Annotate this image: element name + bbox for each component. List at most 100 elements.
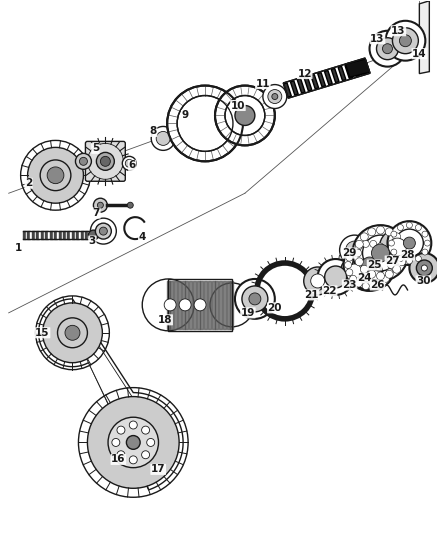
Text: 17: 17 [151,464,166,474]
Circle shape [360,265,368,273]
Circle shape [210,283,254,327]
Circle shape [386,269,393,276]
Circle shape [346,241,364,259]
Text: 3: 3 [89,236,96,246]
Circle shape [108,417,159,467]
Circle shape [371,244,389,262]
Polygon shape [290,81,298,95]
Circle shape [353,225,408,281]
Polygon shape [331,68,339,83]
Circle shape [415,256,421,262]
Circle shape [40,160,71,191]
Circle shape [397,256,403,262]
Circle shape [422,231,428,237]
Circle shape [392,28,418,54]
Circle shape [122,156,136,171]
Text: 20: 20 [268,303,282,313]
Circle shape [415,224,421,231]
Text: 24: 24 [357,273,372,283]
Circle shape [242,286,268,312]
Circle shape [406,258,413,264]
Circle shape [141,451,150,459]
Circle shape [377,243,384,250]
Circle shape [318,259,353,295]
Circle shape [350,248,357,255]
Circle shape [88,230,99,240]
Circle shape [235,279,275,319]
Circle shape [389,240,395,246]
Circle shape [391,231,397,237]
Circle shape [399,35,411,47]
Text: 11: 11 [256,78,270,88]
Circle shape [97,202,103,208]
Circle shape [99,227,107,235]
Circle shape [377,272,385,280]
Circle shape [370,282,377,289]
Text: 10: 10 [231,101,245,110]
Circle shape [377,38,399,60]
Circle shape [127,435,140,449]
Circle shape [57,318,88,348]
Text: 6: 6 [129,160,136,171]
Text: 18: 18 [158,315,173,325]
Polygon shape [352,62,360,76]
Circle shape [382,248,389,255]
Circle shape [368,228,376,236]
Text: 26: 26 [370,280,385,290]
Circle shape [117,451,125,459]
Circle shape [370,31,406,67]
Circle shape [343,239,396,291]
Circle shape [304,267,332,295]
Circle shape [360,233,368,241]
Text: 14: 14 [412,49,427,59]
Circle shape [398,258,406,266]
Circle shape [424,240,430,246]
Circle shape [28,148,83,203]
Circle shape [410,253,438,283]
Circle shape [164,299,176,311]
Circle shape [355,280,362,287]
Text: 13: 13 [391,26,406,36]
Circle shape [129,421,137,429]
Text: 21: 21 [304,290,319,300]
Circle shape [263,85,287,109]
Circle shape [129,456,137,464]
Polygon shape [283,83,291,97]
Circle shape [345,262,352,269]
Text: 16: 16 [111,455,126,464]
Text: 9: 9 [181,110,189,120]
Circle shape [386,254,393,261]
Circle shape [393,233,401,241]
Polygon shape [297,79,305,93]
Circle shape [95,223,111,239]
Circle shape [406,222,413,228]
Circle shape [112,439,120,447]
Polygon shape [318,72,325,87]
Text: 5: 5 [92,143,99,154]
Circle shape [377,226,385,234]
Polygon shape [346,59,370,77]
Circle shape [362,240,369,247]
Polygon shape [345,64,353,78]
Circle shape [156,132,170,146]
Text: 12: 12 [297,69,312,78]
Circle shape [235,106,255,125]
Circle shape [382,275,389,282]
Circle shape [88,397,179,488]
Circle shape [141,426,150,434]
Circle shape [346,269,353,276]
Circle shape [417,260,432,276]
Text: 19: 19 [241,308,255,318]
Circle shape [355,240,363,248]
Circle shape [379,229,415,265]
Circle shape [325,266,346,288]
Text: 15: 15 [35,328,50,338]
Circle shape [398,240,406,248]
Text: 7: 7 [93,208,100,218]
Text: 27: 27 [385,256,400,266]
Circle shape [127,202,133,208]
Circle shape [403,237,415,249]
Circle shape [90,218,117,244]
Text: 25: 25 [367,260,382,270]
Circle shape [348,264,361,278]
